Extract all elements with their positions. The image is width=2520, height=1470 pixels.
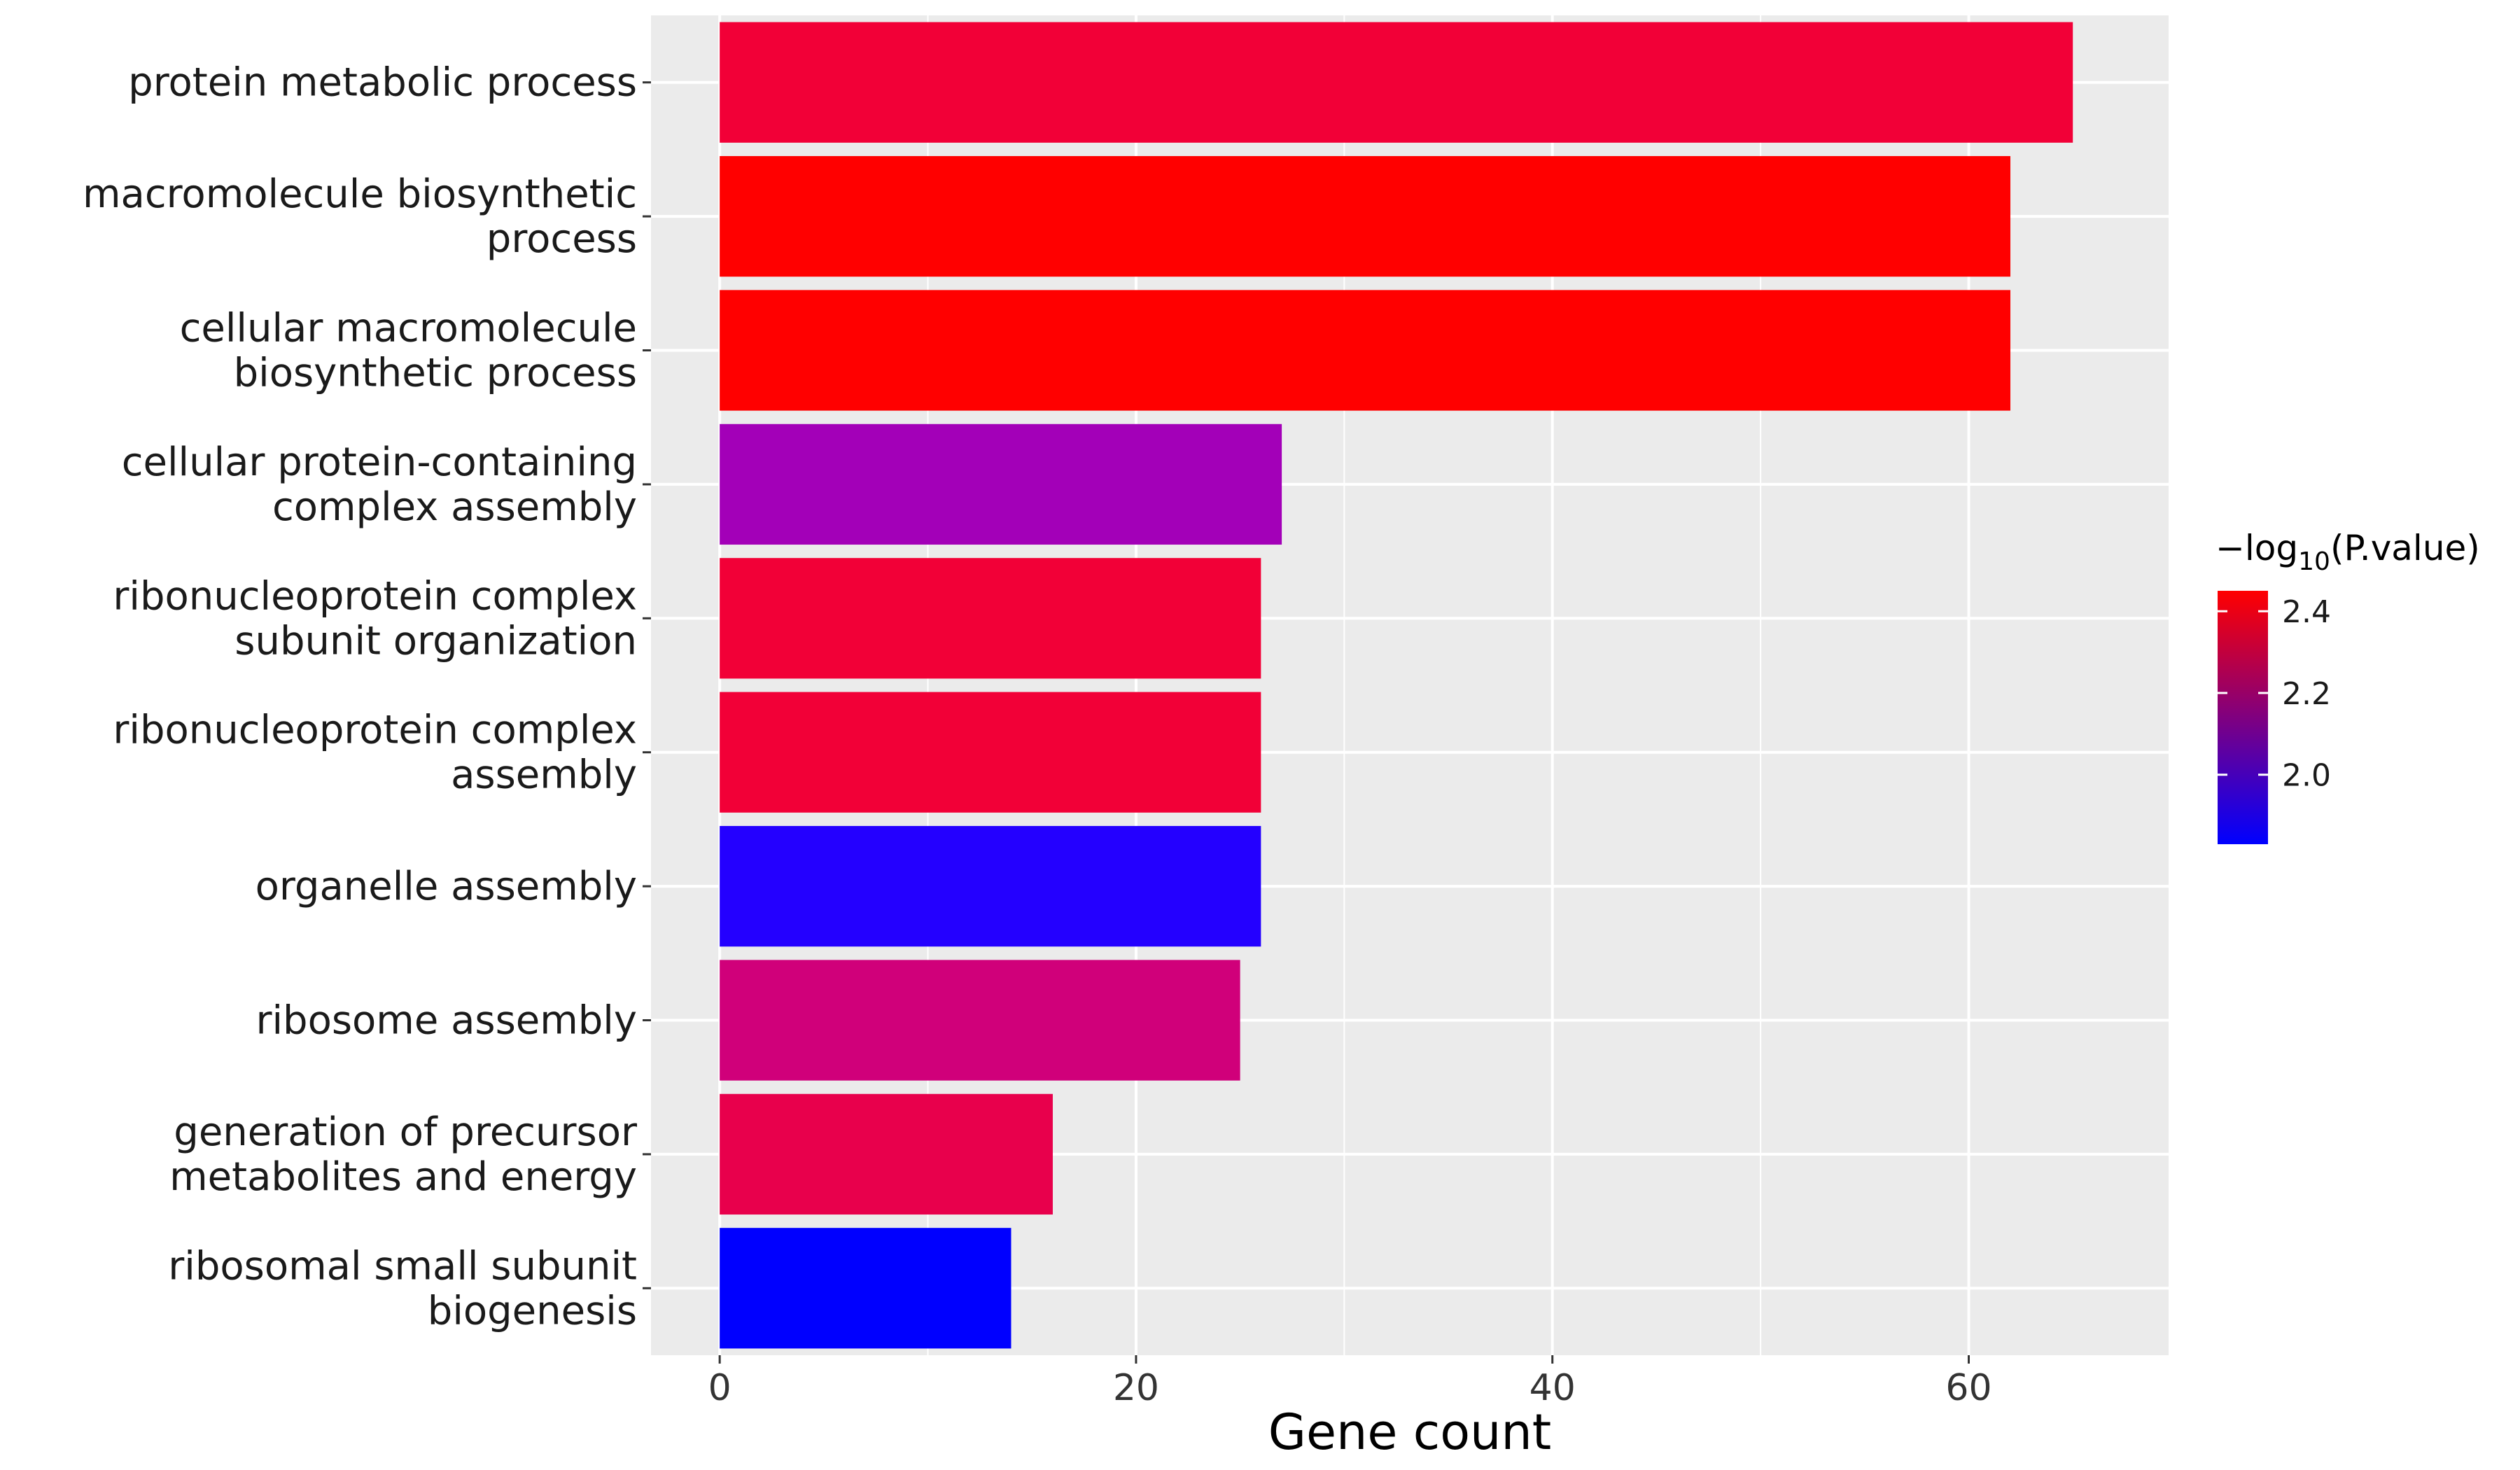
x-tick-label: 40 (1530, 1367, 1576, 1409)
legend-colorbar (2218, 591, 2268, 844)
y-axis: protein metabolic process macromolecule b… (83, 60, 651, 1334)
category-label: ribonucleoprotein complex (113, 708, 637, 753)
bar (720, 1228, 1011, 1349)
category-label: biogenesis (428, 1288, 637, 1334)
bar (720, 1093, 1053, 1215)
bar (720, 960, 1240, 1081)
x-tick-label: 60 (1945, 1367, 1991, 1409)
category-label: cellular protein-containing (122, 440, 637, 485)
legend-title-prefix: −log (2216, 528, 2298, 568)
bar (720, 692, 1261, 813)
category-label: process (486, 216, 637, 262)
bar (720, 155, 2010, 277)
bar (720, 558, 1261, 679)
legend-title-suffix: (P.value) (2330, 528, 2480, 568)
category-label: ribonucleoprotein complex (113, 573, 637, 619)
legend-title: −log10(P.value) (2216, 528, 2480, 576)
category-label: generation of precursor (174, 1110, 638, 1155)
bars (720, 22, 2073, 1349)
category-label: protein metabolic process (128, 60, 637, 106)
category-label: metabolites and energy (169, 1154, 637, 1200)
legend-ticks: 2.0 2.2 2.4 (2218, 594, 2331, 794)
category-label: cellular macromolecule (180, 306, 637, 351)
legend-tick-label: 2.2 (2282, 676, 2331, 712)
legend-tick-label: 2.4 (2282, 594, 2331, 630)
category-label: organelle assembly (255, 864, 637, 909)
bar (720, 22, 2073, 143)
x-tick-label: 20 (1113, 1367, 1159, 1409)
category-label: ribosome assembly (255, 998, 637, 1044)
x-axis-title: Gene count (1268, 1404, 1551, 1461)
category-label: subunit organization (234, 618, 637, 664)
legend-title-subscript: 10 (2298, 547, 2330, 576)
category-label: assembly (451, 752, 637, 798)
bar (720, 290, 2010, 411)
color-legend: −log10(P.value) 2.0 2.2 2.4 (2216, 528, 2480, 844)
x-axis: 0 20 40 60 (708, 1355, 1992, 1409)
bar (720, 825, 1261, 947)
category-label: biosynthetic process (234, 351, 637, 396)
x-tick-label: 0 (708, 1367, 732, 1409)
bar (720, 424, 1282, 545)
category-label: complex assembly (272, 484, 637, 530)
legend-tick-label: 2.0 (2282, 758, 2331, 794)
category-label: macromolecule biosynthetic (83, 172, 637, 217)
category-label: ribosomal small subunit (168, 1243, 637, 1289)
